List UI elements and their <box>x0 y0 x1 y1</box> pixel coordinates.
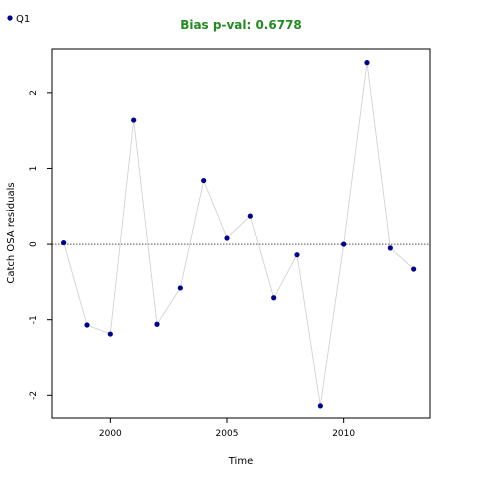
data-point-2004 <box>201 177 207 184</box>
chart-title: Bias p-val: 0.6778 <box>180 18 302 32</box>
y-tick-label-1: 1 <box>29 166 39 172</box>
y-tick-label--1: -1 <box>29 315 39 324</box>
data-point-2000 <box>107 331 113 337</box>
x-tick-label-2005: 2005 <box>216 429 239 439</box>
legend-marker-q1 <box>7 15 13 21</box>
data-point-2006 <box>247 213 253 219</box>
legend-label-q1: Q1 <box>16 14 30 25</box>
data-point-2013 <box>411 266 417 272</box>
x-tick-label-2010: 2010 <box>332 429 355 439</box>
data-point-1999 <box>84 322 90 328</box>
plot-frame <box>51 48 431 419</box>
data-point-2005 <box>224 235 230 241</box>
data-point-2001 <box>131 117 137 123</box>
y-tick-label--2: -2 <box>29 391 39 400</box>
data-point-2011 <box>364 60 370 66</box>
data-point-2012 <box>387 245 393 251</box>
data-point-2009 <box>317 403 323 409</box>
data-point-2008 <box>294 252 300 258</box>
data-point-1998 <box>61 239 67 246</box>
x-axis-title: Time <box>228 456 253 467</box>
data-point-2003 <box>177 285 183 291</box>
data-point-2002 <box>154 321 160 327</box>
data-point-2007 <box>271 295 277 301</box>
series-line-q1 <box>63 62 415 406</box>
x-tick-label-2000: 2000 <box>99 429 122 439</box>
y-tick-label-2: 2 <box>29 90 39 96</box>
data-point-2010 <box>341 241 347 247</box>
y-tick-label-0: 0 <box>29 241 39 247</box>
legend: Q1 <box>7 14 30 25</box>
y-axis-title: Catch OSA residuals <box>6 182 17 283</box>
